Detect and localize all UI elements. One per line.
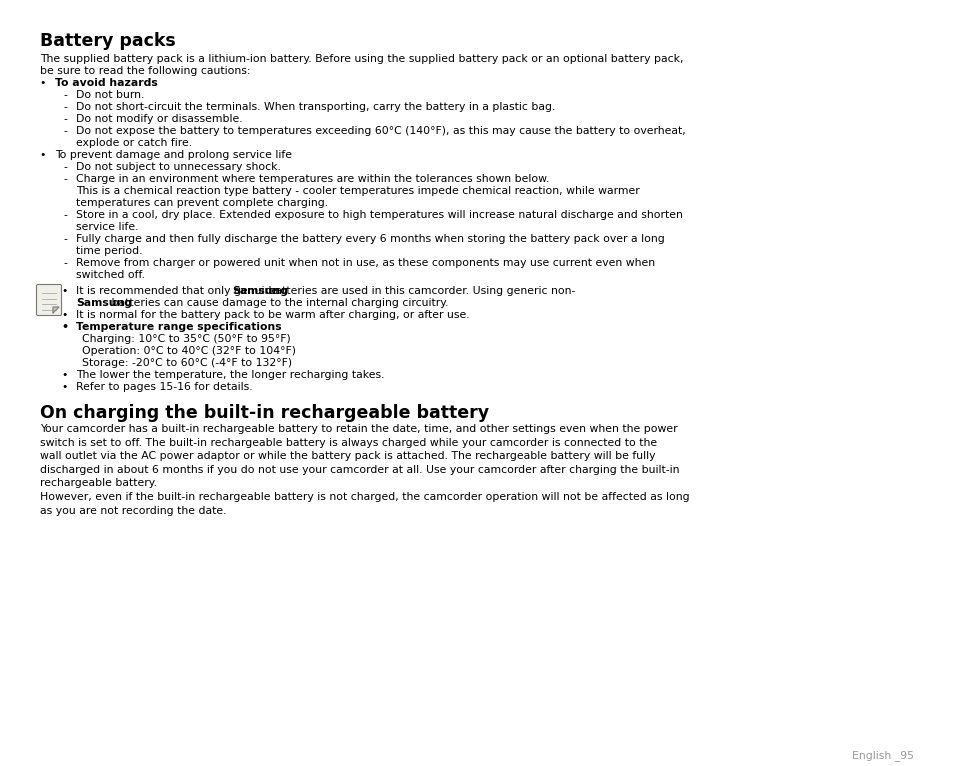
Text: Your camcorder has a built-in rechargeable battery to retain the date, time, and: Your camcorder has a built-in rechargeab…: [40, 424, 679, 489]
Text: Do not short-circuit the terminals. When transporting, carry the battery in a pl: Do not short-circuit the terminals. When…: [76, 102, 555, 112]
Text: Refer to pages 15-16 for details.: Refer to pages 15-16 for details.: [76, 382, 253, 392]
Text: Operation: 0°C to 40°C (32°F to 104°F): Operation: 0°C to 40°C (32°F to 104°F): [82, 346, 295, 356]
Text: Battery packs: Battery packs: [40, 32, 175, 50]
Polygon shape: [53, 307, 59, 313]
Text: To prevent damage and prolong service life: To prevent damage and prolong service li…: [55, 150, 292, 160]
Text: Do not subject to unnecessary shock.: Do not subject to unnecessary shock.: [76, 162, 280, 172]
Text: service life.: service life.: [76, 222, 138, 232]
Text: -: -: [63, 210, 67, 220]
Text: Samsung: Samsung: [233, 286, 289, 296]
Text: It is normal for the battery pack to be warm after charging, or after use.: It is normal for the battery pack to be …: [76, 310, 469, 320]
Text: be sure to read the following cautions:: be sure to read the following cautions:: [40, 66, 251, 76]
Text: Charging: 10°C to 35°C (50°F to 95°F): Charging: 10°C to 35°C (50°F to 95°F): [82, 334, 291, 344]
Text: Store in a cool, dry place. Extended exposure to high temperatures will increase: Store in a cool, dry place. Extended exp…: [76, 210, 682, 220]
FancyBboxPatch shape: [36, 284, 61, 316]
Text: -: -: [63, 258, 67, 268]
Text: Temperature range specifications: Temperature range specifications: [76, 322, 281, 332]
Text: •: •: [61, 382, 68, 392]
Text: •: •: [61, 286, 68, 296]
Text: Do not burn.: Do not burn.: [76, 90, 144, 100]
Text: batteries can cause damage to the internal charging circuitry.: batteries can cause damage to the intern…: [108, 298, 448, 308]
Text: -: -: [63, 90, 67, 100]
Text: Samsung: Samsung: [76, 298, 132, 308]
Text: Do not expose the battery to temperatures exceeding 60°C (140°F), as this may ca: Do not expose the battery to temperature…: [76, 126, 685, 136]
Text: switched off.: switched off.: [76, 270, 145, 280]
Text: The supplied battery pack is a lithium-ion battery. Before using the supplied ba: The supplied battery pack is a lithium-i…: [40, 54, 682, 64]
Text: batteries are used in this camcorder. Using generic non-: batteries are used in this camcorder. Us…: [265, 286, 575, 296]
Text: To avoid hazards: To avoid hazards: [55, 78, 157, 88]
Text: However, even if the built-in rechargeable battery is not charged, the camcorder: However, even if the built-in rechargeab…: [40, 492, 689, 516]
Text: •: •: [61, 322, 68, 332]
Text: •: •: [61, 370, 68, 380]
Text: -: -: [63, 114, 67, 124]
Text: Storage: -20°C to 60°C (-4°F to 132°F): Storage: -20°C to 60°C (-4°F to 132°F): [82, 358, 292, 368]
Text: •: •: [61, 310, 68, 320]
Text: time period.: time period.: [76, 246, 142, 256]
Text: -: -: [63, 126, 67, 136]
Text: Charge in an environment where temperatures are within the tolerances shown belo: Charge in an environment where temperatu…: [76, 174, 549, 184]
Text: -: -: [63, 162, 67, 172]
Text: English _95: English _95: [851, 750, 913, 761]
Text: On charging the built-in rechargeable battery: On charging the built-in rechargeable ba…: [40, 404, 489, 422]
Text: •: •: [39, 150, 46, 160]
Text: This is a chemical reaction type battery - cooler temperatures impede chemical r: This is a chemical reaction type battery…: [76, 186, 639, 196]
Text: -: -: [63, 174, 67, 184]
Text: -: -: [63, 234, 67, 244]
Text: explode or catch fire.: explode or catch fire.: [76, 138, 192, 148]
Text: •: •: [39, 78, 46, 88]
Text: Do not modify or disassemble.: Do not modify or disassemble.: [76, 114, 242, 124]
Text: Remove from charger or powered unit when not in use, as these components may use: Remove from charger or powered unit when…: [76, 258, 655, 268]
Text: -: -: [63, 102, 67, 112]
Text: Fully charge and then fully discharge the battery every 6 months when storing th: Fully charge and then fully discharge th…: [76, 234, 664, 244]
Text: The lower the temperature, the longer recharging takes.: The lower the temperature, the longer re…: [76, 370, 384, 380]
Text: It is recommended that only genuine: It is recommended that only genuine: [76, 286, 281, 296]
Text: temperatures can prevent complete charging.: temperatures can prevent complete chargi…: [76, 198, 328, 208]
